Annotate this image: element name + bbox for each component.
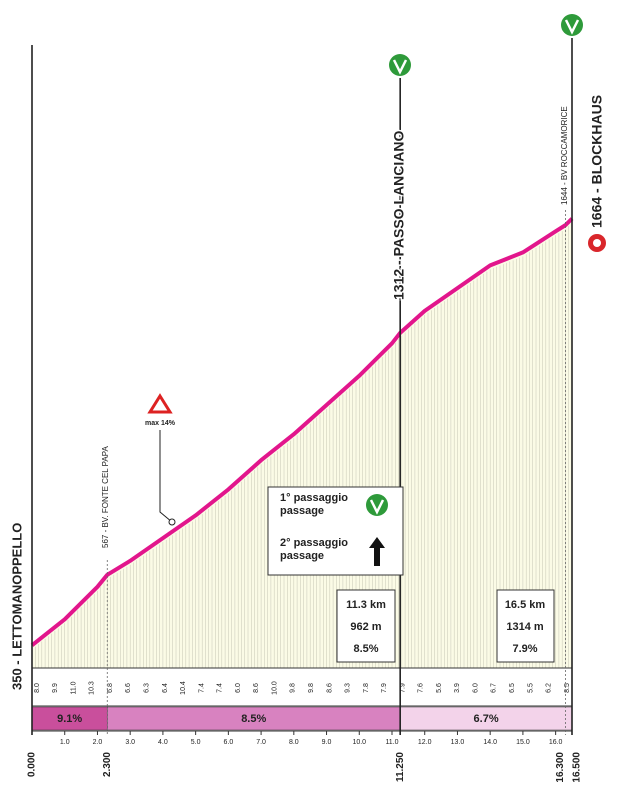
grade-label: 8.6 [326, 683, 333, 693]
grade-label: 5.5 [527, 683, 534, 693]
max-point [168, 518, 176, 526]
green-badge [389, 54, 411, 76]
waypoint-label: 1312 - PASSO LANCIANO [391, 131, 407, 300]
max-label: max 14% [145, 420, 176, 427]
info-text: 11.3 km [346, 599, 386, 611]
grade-label: 7.6 [418, 683, 425, 693]
x-tick-label: 16.0 [549, 739, 563, 746]
legend-text: 2° passaggio [280, 537, 348, 549]
grade-label: 9.8 [308, 683, 315, 693]
main-layer: 8.0 9.9 11.0 10.3 6.8 6.6 6.3 6.4 10.4 7.4 7.4 6.0 8… [8, 38, 606, 783]
waypoint-label: 567 - BV. FONTE CEL PAPA [101, 446, 110, 548]
grade-label: 7.8 [363, 683, 370, 693]
grade-label: 7.4 [198, 683, 205, 693]
segment-label: 6.7% [474, 713, 499, 725]
info-box [336, 589, 396, 663]
x-tick-label: 12.0 [418, 739, 432, 746]
grade-label: 10.4 [180, 681, 187, 695]
area-fill [32, 218, 572, 668]
waypoint-label: 1644 - BV ROCCAMORICE [560, 106, 569, 205]
arrow-icon [369, 537, 385, 566]
info-text: 1314 m [506, 621, 544, 633]
grade-label: 3.9 [454, 683, 461, 693]
badge-mark [369, 499, 385, 515]
badge-mark [392, 59, 408, 75]
distance-label: 0.000 [27, 752, 38, 777]
grade-label: 6.7 [491, 683, 498, 693]
grade-label: 5.6 [436, 683, 443, 693]
x-tick-label: 14.0 [483, 739, 497, 746]
profile-line [30, 217, 574, 647]
grade-label: 9.8 [290, 683, 297, 693]
finish-icon-dot [593, 239, 601, 247]
legend-text: passage [280, 505, 324, 517]
grade-label: 7.4 [217, 683, 224, 693]
x-tick-label: 11.0 [385, 739, 398, 746]
x-tick-label: 4.0 [158, 739, 168, 746]
grade-label: 7.9 [399, 683, 406, 693]
x-tick-label: 13.0 [451, 739, 465, 746]
info-text: 962 m [350, 621, 381, 633]
grade-label: 6.5 [509, 683, 516, 693]
distance-label: 16.500 [572, 752, 583, 783]
grade-label: 6.4 [162, 683, 169, 693]
info-box [496, 589, 555, 663]
info-text: 16.5 km [505, 599, 546, 611]
grade-label: 8.0 [34, 683, 41, 693]
green-badge [366, 494, 388, 516]
badge-mark [564, 19, 580, 35]
grade-label: 7.9 [381, 683, 388, 693]
grade-label: 6.3 [143, 683, 150, 693]
grade-label: 6.6 [125, 683, 132, 693]
grade-label: 6.8 [107, 683, 114, 693]
x-tick-label: 9.0 [322, 739, 332, 746]
grade-label: 8.5 [564, 683, 571, 693]
max-icon [147, 393, 173, 414]
x-tick-label: 5.0 [191, 739, 201, 746]
x-tick-label: 1.0 [60, 739, 70, 746]
grade-label: 9.3 [345, 683, 352, 693]
grade-label: 10.3 [89, 681, 96, 695]
waypoint-label: 1664 - BLOCKHAUS [589, 95, 605, 228]
x-tick-label: 3.0 [125, 739, 135, 746]
grade-label: 10.0 [271, 681, 278, 695]
x-tick-label: 10.0 [352, 739, 366, 746]
x-tick-label: 2.0 [93, 739, 103, 746]
grade-label: 9.9 [52, 683, 59, 693]
legend-text: passage [280, 550, 324, 562]
grade-label: 6.0 [472, 683, 479, 693]
x-tick-label: 8.0 [289, 739, 299, 746]
grade-label: 6.2 [546, 683, 553, 693]
distance-label: 16.300 [555, 752, 566, 783]
grade-label: 11.0 [70, 681, 77, 694]
info-text: 7.9% [512, 643, 537, 655]
x-tick-label: 6.0 [223, 739, 233, 746]
max-leader [159, 430, 173, 523]
x-tick-label: 15.0 [516, 739, 530, 746]
grade-label: 8.6 [253, 683, 260, 693]
info-text: 8.5% [353, 643, 378, 655]
grade-label: 6.0 [235, 683, 242, 693]
distance-label: 11.250 [395, 752, 406, 782]
waypoint-label: 350 - LETTOMANOPPELLO [9, 523, 24, 690]
segment-label: 9.1% [57, 713, 82, 725]
x-tick-label: 7.0 [256, 739, 266, 746]
legend-text: 1° passaggio [280, 492, 348, 504]
green-badge [561, 14, 583, 36]
segment-label: 8.5% [241, 713, 266, 725]
distance-label: 2.300 [102, 752, 113, 777]
